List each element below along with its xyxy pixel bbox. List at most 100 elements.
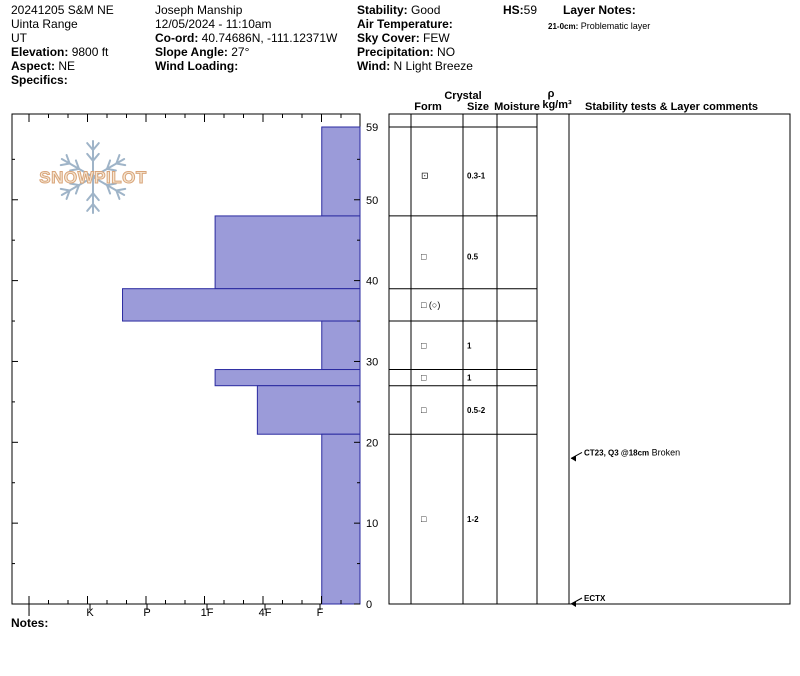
snowflake-branch: [86, 192, 94, 202]
specifics: Specifics:: [11, 73, 68, 87]
crystal-size-6: 1-2: [467, 515, 479, 524]
snowflake-branch: [65, 189, 71, 200]
depth-label-20: 20: [366, 437, 378, 449]
depth-label-30: 30: [366, 356, 378, 368]
layer-note: 21-0cm: Problematic layer: [548, 21, 651, 31]
snowflake-branch: [115, 187, 127, 192]
hardness-label-K: K: [86, 607, 94, 619]
snowflake-branch: [115, 162, 127, 167]
frame-ticks: [12, 114, 360, 605]
crystal-form-4: □: [421, 373, 427, 383]
depth-label-10: 10: [366, 518, 378, 530]
stability-test-0: CT23, Q3 @18cm Broken: [584, 447, 680, 457]
crystal-form-2: □ (○): [421, 300, 440, 310]
hardness-bar-3: [321, 320, 361, 371]
hardness-bar-0: [321, 126, 361, 217]
snow-height: HS:59: [503, 3, 538, 17]
snowflake-branch: [92, 192, 100, 202]
layer-table-frame: [388, 113, 791, 605]
hardness-label-P: P: [143, 607, 150, 619]
snowflake-branch: [86, 142, 94, 151]
stability-header: Stability tests & Layer comments: [585, 101, 758, 113]
range-name: Uinta Range: [11, 17, 78, 31]
snowflake-branch: [106, 167, 117, 172]
snowflake-branch: [86, 152, 94, 162]
snowflake-branch: [59, 187, 71, 192]
notes-label: Notes:: [11, 616, 49, 630]
depth-axis: 59 50 40 30 20 10 0: [366, 122, 378, 611]
snowflake-branch: [69, 182, 80, 187]
sky-cover: Sky Cover: FEW: [357, 31, 450, 45]
form-header: Form: [414, 101, 442, 113]
slope-angle: Slope Angle: 27°: [155, 45, 250, 59]
aspect: Aspect: NE: [11, 59, 76, 73]
snowflake-branch: [106, 184, 112, 195]
hardness-frame: [11, 113, 361, 605]
observer-name: Joseph Manship: [155, 3, 243, 17]
observation-datetime: 12/05/2024 - 11:10am: [155, 17, 272, 31]
crystal-size-4: 1: [467, 374, 472, 383]
crystal-form-6: □: [421, 514, 427, 524]
snowflake-branch: [59, 162, 71, 167]
crystal-size-1: 0.5: [467, 252, 479, 261]
snowpilot-logo: SNOWPILOT: [39, 140, 147, 214]
pit-title: 20241205 S&M NE: [11, 3, 114, 17]
snowflake-arm: [92, 176, 126, 196]
precipitation: Precipitation: NO: [357, 45, 456, 59]
hardness-label-I: I: [27, 607, 30, 619]
logo-text: SNOWPILOT: [39, 168, 147, 187]
stability-rows: CT23, Q3 @18cm Broken ECTX: [570, 447, 680, 607]
stability: Stability: Good: [357, 3, 441, 17]
density-rho: ρ: [548, 88, 555, 100]
crystal-form-3: □: [421, 340, 427, 350]
snowflake-branch: [92, 203, 100, 212]
hardness-label-1F: 1F: [201, 607, 214, 619]
snowflake-branch: [74, 184, 80, 195]
snowflake-arm: [60, 176, 94, 196]
depth-label-40: 40: [366, 276, 378, 288]
crystal-size-3: 1: [467, 341, 472, 350]
crystal-header: Crystal: [444, 90, 481, 102]
stability-arrowhead: [571, 601, 576, 607]
crystal-size-0: 0.3-1: [467, 172, 486, 181]
snowflake-branch: [86, 203, 94, 212]
hardness-bar-6: [321, 433, 361, 605]
hardness-bar-2: [122, 288, 361, 322]
crystal-size-5: 0.5-2: [467, 406, 486, 415]
crystal-form-5: □: [421, 405, 427, 415]
snowflake-branch: [65, 154, 71, 165]
depth-label-50: 50: [366, 195, 378, 207]
wind-loading: Wind Loading:: [155, 59, 239, 73]
hardness-label-4F: 4F: [259, 607, 272, 619]
column-headers: Crystal Form Size Moisture ρ kg/m³ Stabi…: [414, 88, 758, 113]
coordinates: Co-ord: 40.74686N, -111.12371W: [155, 31, 338, 45]
snowflake-branch: [115, 189, 121, 200]
density-unit: kg/m³: [542, 99, 572, 111]
snowflake-branch: [92, 142, 100, 151]
hardness-axis: I K P 1F 4F F: [27, 604, 324, 619]
wind: Wind: N Light Breeze: [357, 59, 473, 73]
hardness-label-F: F: [317, 607, 324, 619]
air-temperature: Air Temperature:: [357, 17, 453, 31]
snowflake-branch: [74, 159, 80, 170]
crystal-form-1: □: [421, 251, 427, 261]
depth-label-0: 0: [366, 599, 372, 611]
state-name: UT: [11, 31, 27, 45]
layer-notes-label: Layer Notes:: [563, 3, 636, 17]
snowflake-branch: [69, 167, 80, 172]
layer-table-grid: [389, 114, 570, 604]
snowflake-branch: [115, 154, 121, 165]
snowflake-branch: [106, 182, 117, 187]
snowflake-arm: [60, 158, 94, 178]
snowflake-arm: [92, 158, 126, 178]
hardness-bar-1: [214, 215, 361, 290]
moisture-header: Moisture: [494, 101, 540, 113]
crystal-rows: ⊡ 0.3-1 □ 0.5 □ (○) □ 1 □ 1 □ 0.5-2 □ 1-2: [421, 171, 486, 525]
stability-arrowhead: [571, 455, 576, 462]
hardness-bar-5: [256, 385, 361, 435]
snowflake-branch: [106, 159, 112, 170]
stability-test-1: ECTX: [584, 594, 606, 603]
hardness-bar-4: [214, 369, 361, 387]
crystal-form-0: ⊡: [421, 171, 429, 181]
